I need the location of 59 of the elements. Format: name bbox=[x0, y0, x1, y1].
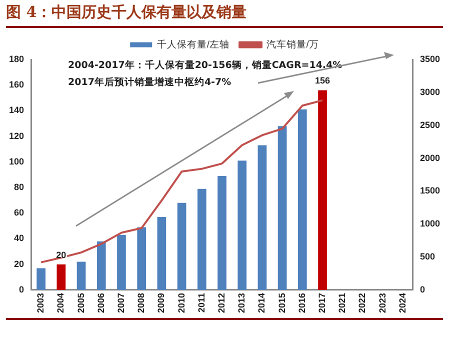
y2-tick-label: 2000 bbox=[420, 152, 440, 163]
x-tick-label: 2004 bbox=[56, 292, 66, 314]
y2-tick-label: 2500 bbox=[420, 120, 440, 130]
x-tick-label: 2024 bbox=[397, 292, 408, 314]
bar bbox=[177, 202, 186, 290]
bar bbox=[218, 176, 226, 290]
x-tick-label: 2012 bbox=[216, 292, 226, 314]
y-tick-label: 80 bbox=[14, 182, 24, 192]
bar bbox=[117, 234, 126, 290]
legend-label: 汽车销量/万 bbox=[266, 38, 319, 50]
y2-tick-label: 1000 bbox=[420, 218, 440, 229]
x-tick-label: 2006 bbox=[96, 292, 106, 314]
bar bbox=[278, 126, 287, 290]
bar bbox=[197, 188, 206, 290]
x-tick-label: 2013 bbox=[236, 292, 247, 314]
y-tick-label: 160 bbox=[8, 80, 24, 90]
bar bbox=[298, 109, 307, 290]
x-tick-label: 2015 bbox=[276, 292, 287, 314]
x-tick-label: 2017 bbox=[317, 292, 327, 314]
x-tick-label: 2007 bbox=[116, 292, 126, 314]
y2-tick-label: 1500 bbox=[420, 186, 440, 196]
y-tick-label: 0 bbox=[19, 284, 24, 294]
x-tick-label: 2005 bbox=[76, 292, 86, 314]
x-tick-label: 2010 bbox=[176, 292, 186, 314]
bar bbox=[96, 241, 106, 290]
bar bbox=[56, 264, 66, 290]
bar bbox=[258, 145, 267, 290]
bar bbox=[137, 227, 146, 290]
x-tick-label: 2011 bbox=[196, 292, 206, 313]
x-tick-label: 2014 bbox=[256, 292, 267, 314]
bar bbox=[36, 268, 46, 290]
x-tick-label: 2023 bbox=[377, 292, 388, 314]
y-tick-label: 140 bbox=[8, 105, 24, 116]
x-tick-label: 2003 bbox=[36, 292, 46, 314]
bar bbox=[318, 90, 327, 290]
y-tick-label: 40 bbox=[14, 233, 24, 244]
x-tick-label: 2016 bbox=[296, 292, 307, 314]
y-tick-label: 180 bbox=[8, 54, 24, 64]
legend-label: 千人保有量/左轴 bbox=[156, 38, 230, 50]
chart-title: 图 4：中国历史千人保有量以及销量 bbox=[6, 3, 247, 22]
y-tick-label: 20 bbox=[14, 258, 24, 269]
annotation: 2017年后预计销量增速中枢约4-7% bbox=[68, 77, 232, 88]
y-tick-label: 120 bbox=[8, 130, 24, 141]
bar bbox=[76, 262, 86, 290]
y2-tick-label: 3000 bbox=[420, 86, 440, 97]
bar bbox=[157, 216, 166, 290]
y-tick-label: 100 bbox=[8, 156, 24, 166]
data-label: 156 bbox=[315, 76, 330, 86]
data-label: 20 bbox=[56, 250, 66, 260]
bar bbox=[238, 160, 247, 290]
x-tick-label: 2022 bbox=[357, 292, 368, 314]
x-tick-label: 2008 bbox=[136, 292, 146, 314]
y2-tick-label: 500 bbox=[420, 252, 436, 262]
annotation: 2004-2017年：千人保有量20-156辆，销量CAGR=14.4% bbox=[68, 59, 342, 73]
y-tick-label: 60 bbox=[14, 208, 24, 218]
y2-tick-label: 0 bbox=[420, 284, 425, 294]
y2-tick-label: 3500 bbox=[420, 54, 440, 64]
x-tick-label: 2021 bbox=[337, 292, 348, 314]
x-tick-label: 2009 bbox=[156, 292, 166, 314]
